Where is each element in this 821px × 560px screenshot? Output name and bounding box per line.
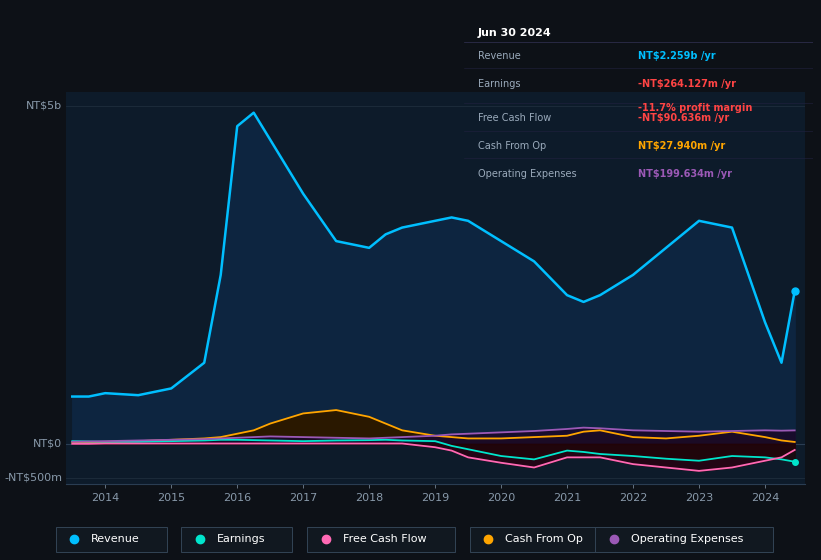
Text: -NT$90.636m /yr: -NT$90.636m /yr (639, 113, 730, 123)
Text: Earnings: Earnings (217, 534, 265, 544)
FancyBboxPatch shape (307, 526, 455, 552)
FancyBboxPatch shape (181, 526, 292, 552)
Text: -NT$500m: -NT$500m (4, 473, 62, 483)
Text: Jun 30 2024: Jun 30 2024 (478, 28, 552, 38)
Text: Earnings: Earnings (478, 78, 521, 88)
Text: Operating Expenses: Operating Expenses (631, 534, 743, 544)
Text: NT$5b: NT$5b (25, 101, 62, 111)
Text: -NT$264.127m /yr: -NT$264.127m /yr (639, 78, 736, 88)
Text: Free Cash Flow: Free Cash Flow (478, 113, 551, 123)
Text: NT$27.940m /yr: NT$27.940m /yr (639, 141, 726, 151)
Text: NT$0: NT$0 (33, 439, 62, 449)
Text: NT$199.634m /yr: NT$199.634m /yr (639, 169, 732, 179)
Text: Cash From Op: Cash From Op (478, 141, 546, 151)
Text: Operating Expenses: Operating Expenses (478, 169, 576, 179)
Text: NT$2.259b /yr: NT$2.259b /yr (639, 51, 716, 61)
Text: Revenue: Revenue (478, 51, 521, 61)
Text: Revenue: Revenue (91, 534, 140, 544)
Text: Free Cash Flow: Free Cash Flow (342, 534, 426, 544)
Text: Cash From Op: Cash From Op (505, 534, 583, 544)
FancyBboxPatch shape (470, 526, 617, 552)
FancyBboxPatch shape (595, 526, 773, 552)
FancyBboxPatch shape (56, 526, 167, 552)
Text: -11.7% profit margin: -11.7% profit margin (639, 103, 753, 113)
